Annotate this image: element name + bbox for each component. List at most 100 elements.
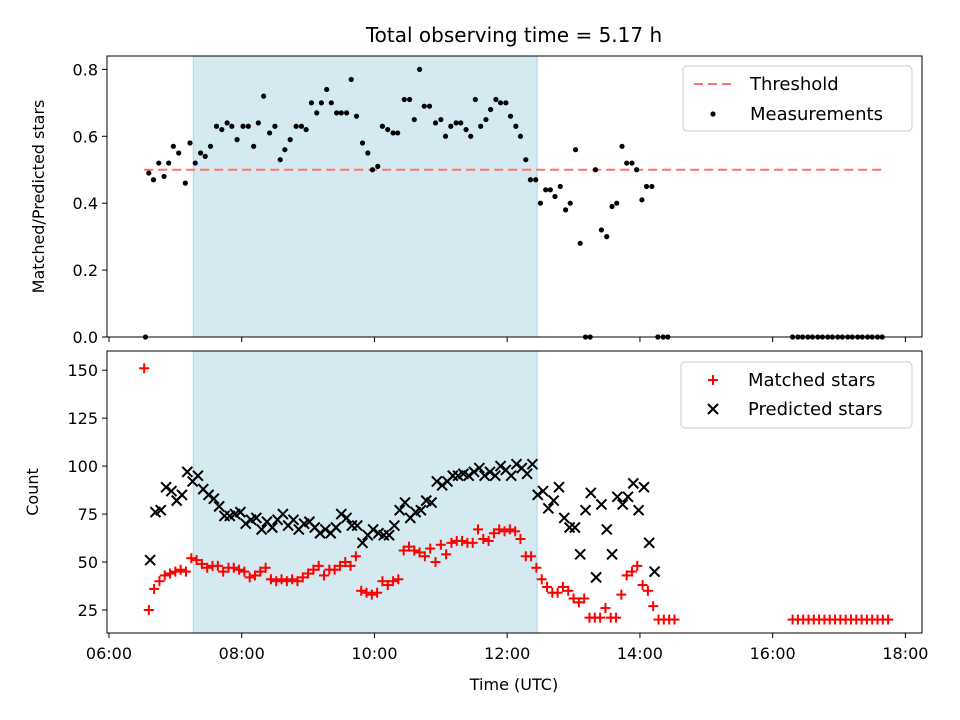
predicted-stars-point	[489, 469, 501, 482]
measurement-point	[365, 150, 371, 156]
matched-stars-point	[595, 612, 606, 623]
shaded-interval-bottom	[192, 350, 538, 634]
predicted-stars-point	[542, 502, 555, 515]
measurement-point	[187, 140, 193, 146]
cross-b	[569, 521, 581, 534]
top-axes-frame	[106, 55, 923, 338]
matched-stars-point	[472, 524, 483, 535]
matched-stars-point	[345, 560, 356, 571]
measurement-point	[527, 177, 534, 183]
measurement-point	[478, 123, 484, 129]
cross-b	[595, 498, 608, 511]
bottom-axes-frame	[106, 350, 923, 634]
predicted-stars-point	[415, 504, 427, 516]
predicted-stars-point	[176, 489, 188, 501]
y-tick-label: 0.4	[73, 194, 98, 213]
predicted-stars-point	[632, 504, 645, 516]
cross-b	[197, 483, 209, 495]
measurement-point	[438, 116, 444, 123]
predicted-stars-point	[526, 458, 539, 470]
top-panel: 0.00.20.40.60.8 Matched/Predicted stars …	[29, 55, 923, 347]
matched-stars-point	[170, 566, 181, 577]
predicted-stars-point	[192, 469, 204, 482]
measurement-point	[375, 163, 381, 169]
matched-stars-point	[626, 566, 637, 577]
cross-b	[202, 489, 215, 501]
measurement-point	[513, 123, 519, 129]
matched-stars-point	[281, 576, 292, 587]
predicted-stars-point	[255, 523, 268, 536]
matched-stars-point	[637, 580, 648, 591]
cross-b	[176, 489, 188, 501]
matched-stars-point	[292, 576, 303, 587]
measurement-point	[318, 100, 324, 106]
matched-stars-point	[372, 587, 383, 598]
measurement-point	[401, 96, 407, 103]
measurement-point	[334, 110, 340, 116]
matched-stars-point	[488, 528, 499, 539]
measurement-point	[533, 177, 539, 183]
matched-stars-point	[425, 543, 436, 554]
measurement-point	[557, 183, 563, 190]
measurement-point	[176, 150, 182, 156]
legend-matched-label: Matched stars	[748, 370, 875, 391]
legend-cross	[707, 403, 719, 415]
measurement-point	[493, 96, 499, 103]
predicted-stars-point	[160, 481, 172, 493]
cross-b	[468, 466, 480, 478]
cross-b	[510, 458, 523, 470]
matched-stars-point	[483, 535, 494, 546]
cross-b	[648, 565, 661, 578]
predicted-stars-point	[532, 489, 544, 501]
matched-stars-point	[499, 526, 510, 537]
measurement-point	[213, 123, 220, 129]
measurement-point	[267, 130, 273, 136]
matched-stars-point	[398, 545, 409, 556]
matched-stars-point	[313, 560, 324, 571]
measurement-point	[224, 120, 230, 126]
matched-stars-point	[244, 572, 255, 583]
legend-plus	[708, 375, 718, 385]
predicted-stars-point	[335, 508, 347, 520]
measurement-point	[411, 116, 417, 123]
cross-b	[303, 516, 316, 528]
y-tick-label: 75	[78, 505, 98, 524]
measurement-point	[432, 120, 439, 126]
measurement-point	[407, 96, 413, 103]
matched-stars-point	[883, 614, 894, 625]
measurement-point	[219, 126, 225, 133]
cross-b	[542, 502, 555, 515]
predicted-stars-point	[266, 521, 278, 534]
legend-threshold-label: Threshold	[749, 74, 839, 95]
measurement-point	[624, 160, 630, 166]
measurement-point	[537, 200, 543, 206]
predicted-stars-point	[473, 462, 486, 474]
matched-stars-point	[573, 597, 584, 608]
matched-stars-point	[568, 593, 579, 604]
cross-b	[255, 523, 268, 536]
measurement-point	[314, 110, 320, 116]
cross-b	[707, 403, 719, 415]
measurement-point	[543, 187, 549, 193]
predicted-stars-point	[585, 487, 597, 499]
measurement-point	[609, 203, 615, 210]
matched-stars-point	[154, 576, 165, 587]
legend-measurements-label: Measurements	[750, 104, 883, 125]
matched-stars-point	[350, 551, 361, 562]
y-tick-label: 0.0	[73, 328, 98, 347]
matched-stars-point	[303, 568, 314, 579]
x-tick-label: 14:00	[617, 644, 663, 663]
cross-b	[622, 491, 634, 503]
matched-stars-point	[228, 562, 239, 573]
matched-stars-point	[212, 560, 223, 571]
legend-predicted-swatch	[707, 403, 719, 415]
cross-b	[473, 462, 486, 474]
predicted-stars-point	[165, 485, 178, 497]
matched-stars-point	[393, 574, 404, 585]
matched-stars-point	[430, 557, 441, 568]
matched-stars-point	[669, 614, 680, 625]
predicted-stars-point	[202, 489, 215, 501]
cross-b	[532, 489, 544, 501]
cross-b	[457, 468, 470, 480]
matched-stars-point	[271, 576, 282, 587]
